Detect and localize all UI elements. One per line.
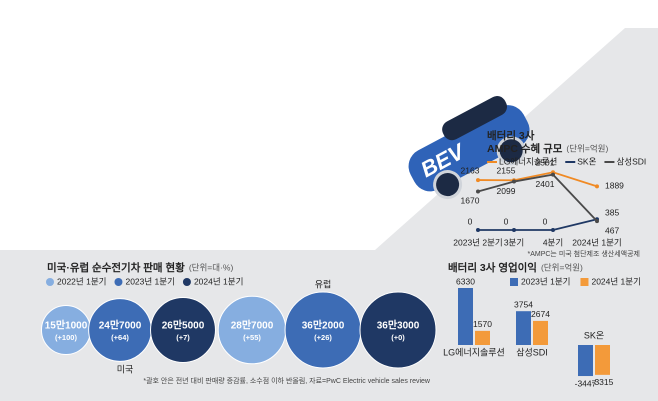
point [595, 219, 599, 224]
value-label: -3315 [592, 377, 614, 387]
point [551, 172, 555, 177]
value-label: 2099 [497, 186, 516, 196]
legend-label: LG에너지솔루션 [499, 156, 557, 166]
point [476, 178, 480, 183]
chart-title: 배터리 3사 [487, 129, 535, 142]
chart-title: 미국·유럽 순수전기차 판매 현황 [47, 261, 185, 274]
chart-unit: (단위=억원) [566, 143, 608, 153]
legend-label: 2023년 1분기 [125, 276, 174, 286]
value-label: 6330 [456, 276, 475, 286]
change-label: (+0) [391, 333, 405, 342]
value-label: 24만7000 [99, 319, 142, 332]
x-tick-label: SK온 [584, 330, 604, 340]
legend-swatch [46, 278, 54, 286]
legend-label: 2024년 1분기 [591, 276, 640, 286]
line-series [477, 171, 598, 188]
value-label: 3754 [514, 299, 533, 309]
value-label: 2163 [461, 165, 480, 175]
group-label: 유럽 [315, 279, 332, 289]
car-window [442, 96, 507, 141]
value-label: 0 [468, 216, 473, 226]
chart-unit: (단위=대·%) [189, 262, 234, 272]
point [595, 184, 599, 189]
value-label: 15만1000 [45, 319, 88, 332]
bar [516, 311, 531, 345]
legend-swatch [510, 278, 518, 286]
point [512, 179, 516, 184]
group-label: 미국 [117, 364, 134, 374]
x-tick-label: 4분기 [543, 237, 563, 247]
point [551, 228, 555, 232]
value-label: 1889 [605, 181, 624, 191]
legend-label: 2024년 1분기 [194, 276, 243, 286]
bar [578, 345, 593, 377]
value-label: 36만2000 [302, 319, 345, 332]
bubble [150, 297, 216, 363]
point [476, 189, 480, 194]
change-label: (+64) [111, 333, 129, 342]
x-tick-label: 2023년 2분기 [453, 237, 502, 247]
change-label: (+55) [243, 333, 261, 342]
value-label: 385 [605, 207, 619, 217]
value-label: 2501 [536, 158, 555, 168]
x-tick-label: 2024년 1분기 [572, 237, 621, 247]
bubble [359, 291, 437, 369]
x-tick-label: 삼성SDI [516, 347, 548, 357]
legend-swatch [580, 278, 589, 286]
value-label: 2674 [531, 309, 550, 319]
line-series [478, 218, 598, 231]
value-label: 1570 [473, 319, 492, 329]
value-label: 467 [605, 225, 619, 235]
chart-unit: (단위=억원) [541, 262, 583, 272]
legend-label: SK온 [577, 156, 596, 166]
x-tick-label: 3분기 [504, 237, 524, 247]
chart-title: 배터리 3사 영업이익 [448, 261, 537, 274]
value-label: 0 [543, 216, 548, 226]
value-label: 1670 [461, 196, 480, 206]
chart-note: *AMPC는 미국 첨단제조 생산세액공제 [527, 249, 640, 258]
value-label: 0 [504, 216, 509, 226]
chart-note: *괄호 안은 전년 대비 판매량 증감률, 소수점 이하 반올림, 자료=PwC… [143, 376, 431, 385]
legend-label: 삼성SDI [616, 156, 646, 166]
value-label: 2401 [536, 179, 555, 189]
change-label: (+7) [176, 333, 190, 342]
bar [475, 330, 490, 345]
value-label: 2155 [497, 166, 516, 176]
bar [595, 345, 610, 375]
value-label: 26만5000 [162, 319, 205, 332]
x-tick-label: LG에너지솔루션 [443, 347, 505, 357]
car-body [408, 105, 530, 192]
change-label: (+26) [314, 333, 332, 342]
legend-swatch [114, 278, 123, 286]
value-label: -3447 [575, 378, 597, 388]
point [512, 228, 516, 232]
legend-label: 2022년 1분기 [57, 276, 106, 286]
car-wheel [496, 136, 526, 166]
car-illustration: BEV [408, 96, 530, 200]
change-label: (+100) [55, 333, 77, 342]
bar [458, 288, 473, 345]
legend-swatch [182, 278, 191, 286]
chart-subtitle: AMPC 수혜 규모 [487, 142, 563, 155]
legend-label: 2023년 1분기 [521, 276, 570, 286]
line-series [477, 173, 598, 222]
point [476, 228, 480, 232]
bar [533, 320, 548, 345]
value-label: 28만7000 [231, 319, 274, 332]
car-wheel [433, 170, 463, 200]
value-label: 36만3000 [377, 319, 420, 332]
